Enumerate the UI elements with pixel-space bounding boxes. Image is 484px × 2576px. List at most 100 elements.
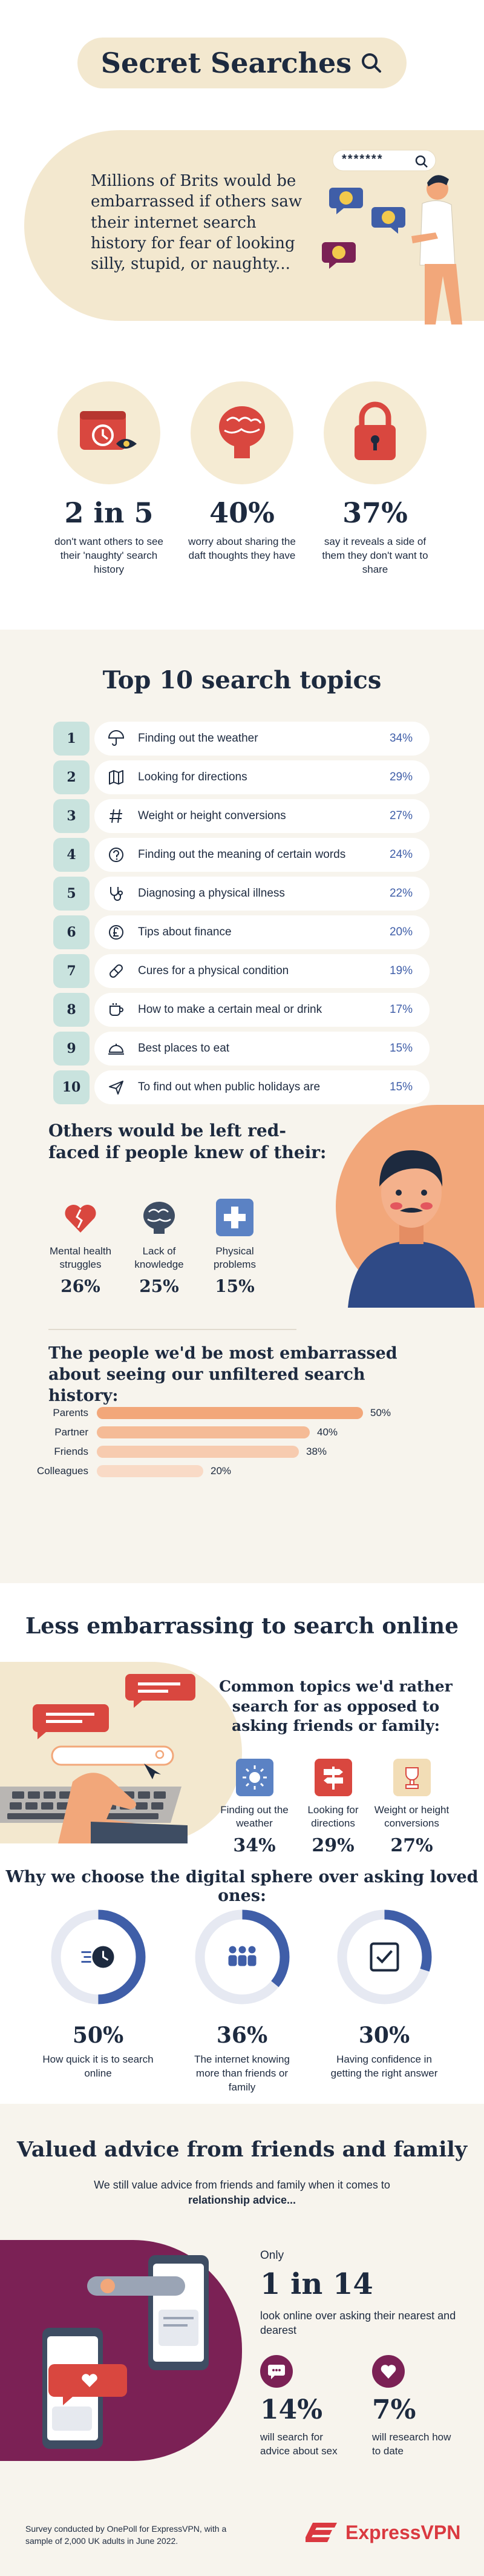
topic-percent: 15%: [389, 1042, 413, 1055]
common-topic-item: Weight or height conversions 27%: [374, 1759, 450, 1856]
bar-row: Partner 40%: [24, 1426, 448, 1439]
bar: [97, 1446, 299, 1458]
topic-percent: 24%: [389, 848, 413, 861]
top-topic-row: 8 How to make a certain meal or drink 17%: [53, 993, 430, 1027]
donut-label: The internet knowing more than friends o…: [194, 2054, 290, 2093]
why-digital-title: Why we choose the digital sphere over as…: [5, 1868, 479, 1905]
topic-bar: Finding out the meaning of certain words…: [94, 838, 430, 872]
bar-value: 40%: [317, 1426, 338, 1438]
cloche-icon: [108, 1040, 125, 1057]
stat-value: 40%: [209, 496, 275, 529]
topic-percent: 27%: [389, 809, 413, 822]
bar: [97, 1465, 203, 1477]
rank-number: 6: [53, 915, 90, 949]
top-topics-section: Top 10 search topics 1 Finding out the we…: [0, 630, 484, 1583]
trophy-icon: [405, 1767, 419, 1789]
one-in-fourteen-stat: 1 in 14: [260, 2267, 373, 2301]
rank-number: 5: [53, 877, 90, 911]
less-embarrassing-title: Less embarrassing to search online: [25, 1613, 459, 1639]
search-icon: [362, 53, 382, 73]
expressvpn-logo[interactable]: ExpressVPN: [306, 2520, 460, 2545]
stat-card: 2 in 5 don't want others to see their 'n…: [45, 381, 172, 577]
people-icon: [228, 1946, 256, 1966]
advice-percent: 14%: [260, 2394, 323, 2425]
bar-category: Parents: [53, 1407, 88, 1418]
only-label: Only: [260, 2249, 284, 2262]
checkbox-icon: [370, 1942, 399, 1972]
topic-percent: 29%: [389, 771, 413, 783]
topic-bar: Tips about finance 20%: [94, 915, 430, 949]
donut-arc: [51, 1909, 145, 2004]
top-topic-row: 10 To find out when public holidays are 15…: [53, 1070, 430, 1104]
advice-title: Valued advice from friends and family: [16, 2137, 468, 2162]
stats-section: 2 in 5 don't want others to see their 'n…: [0, 363, 484, 630]
bar-value: 50%: [370, 1407, 391, 1418]
broken-heart-icon: [65, 1204, 96, 1233]
red-faced-title: Others would be left red-faced if people…: [48, 1121, 327, 1163]
top-topic-row: 1 Finding out the weather 34%: [53, 722, 430, 756]
medical-cross-icon: [224, 1207, 246, 1228]
bar-value: 38%: [306, 1446, 327, 1457]
brain-icon: [219, 406, 265, 458]
donut-percent: 36%: [216, 2023, 268, 2048]
top-topic-row: 2 Looking for directions 29%: [53, 760, 430, 794]
intro-section: Secret Searches Millions of Brits would …: [0, 0, 484, 363]
calendar-clock-icon: [80, 411, 137, 450]
fast-clock-icon: [81, 1946, 114, 1968]
stat-card: 40% worry about sharing the daft thought…: [178, 381, 306, 563]
less-embarrassing-section: Less embarrassing to search online Commo…: [0, 1583, 484, 2104]
donut-chart: [192, 1907, 292, 2007]
common-topic-label: Looking for directions: [307, 1804, 359, 1830]
donut-chart: [335, 1907, 434, 2007]
topic-label: Best places to eat: [138, 1042, 230, 1055]
mug-icon: [108, 1001, 125, 1018]
donut-card: 36% The internet knowing more than friend…: [182, 1907, 302, 2095]
donut-percent: 50%: [72, 2023, 124, 2048]
topic-percent: 22%: [389, 887, 413, 900]
stat-description: don't want others to see their 'naughty'…: [54, 536, 163, 575]
red-faced-item: Physical problems 15%: [195, 1199, 274, 1296]
topic-label: Diagnosing a physical illness: [138, 887, 285, 900]
top-topic-row: 9 Best places to eat 15%: [53, 1032, 430, 1066]
rank-number: 1: [53, 722, 90, 756]
topic-percent: 20%: [389, 926, 413, 938]
red-faced-label: Physical problems: [214, 1245, 256, 1271]
top-topic-row: 5 Diagnosing a physical illness 22%: [53, 877, 430, 911]
topic-label: Cures for a physical condition: [138, 964, 289, 977]
section-divider: [48, 1329, 296, 1330]
donut-arc: [337, 1909, 431, 2004]
topic-bar: Finding out the weather 34%: [94, 722, 430, 756]
red-faced-label: Mental health struggles: [49, 1245, 112, 1271]
red-faced-percent: 26%: [60, 1276, 100, 1296]
stat-value: 37%: [342, 496, 408, 529]
common-topic-percent: 34%: [233, 1835, 276, 1856]
keyboard-typing-illustration: [0, 1674, 195, 1843]
topic-percent: 17%: [389, 1003, 413, 1016]
red-faced-item: Mental health struggles 26%: [41, 1199, 120, 1296]
expressvpn-logo-icon: [306, 2523, 337, 2542]
hash-icon: [108, 808, 125, 825]
topic-bar: Best places to eat 15%: [94, 1032, 430, 1066]
bar: [97, 1407, 363, 1419]
red-faced-item: Lack of knowledge 25%: [120, 1199, 198, 1296]
bar-value: 20%: [211, 1465, 232, 1477]
search-box-text: *******: [342, 153, 384, 166]
map-icon: [108, 769, 125, 786]
common-topic-item: Looking for directions 29%: [295, 1759, 371, 1856]
person-searching-illustration: [322, 150, 462, 324]
send-icon: [108, 1079, 125, 1096]
topic-bar: Cures for a physical condition 19%: [94, 954, 430, 988]
top-topic-row: 4 Finding out the meaning of certain word…: [53, 838, 430, 872]
rank-number: 4: [53, 838, 90, 872]
brain-icon: [143, 1202, 175, 1234]
stat-value: 2 in 5: [64, 496, 154, 529]
embarrassed-man-illustration: [348, 1150, 475, 1308]
donut-card: 50% How quick it is to search online: [38, 1907, 159, 2081]
question-icon: [108, 846, 125, 863]
advice-label: will research how to date: [372, 2431, 451, 2457]
common-topic-label: Finding out the weather: [220, 1804, 289, 1830]
rank-number: 10: [53, 1070, 90, 1104]
bar-row: Friends 38%: [24, 1445, 448, 1458]
topic-percent: 15%: [389, 1081, 413, 1093]
intro-text: Millions of Brits would be embarrassed i…: [91, 172, 302, 274]
